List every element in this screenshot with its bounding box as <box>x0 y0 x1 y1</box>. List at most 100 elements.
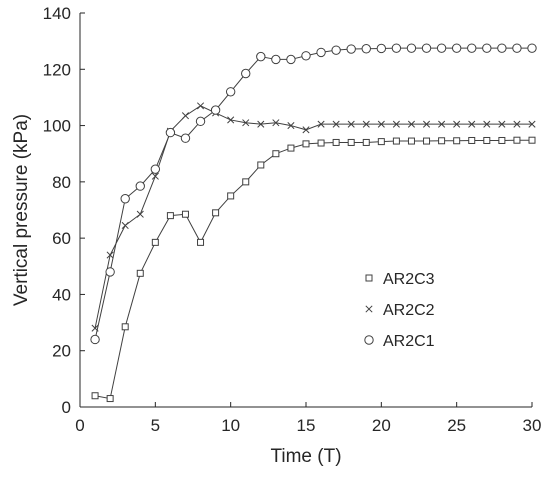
series-ar2c3 <box>91 136 536 403</box>
square-marker <box>272 150 280 158</box>
square-marker <box>528 136 536 144</box>
series-line <box>94 105 532 329</box>
square-marker <box>121 323 129 331</box>
square-marker <box>166 212 174 220</box>
circle-marker <box>150 164 161 174</box>
square-marker <box>407 137 415 145</box>
axes: 0 5 10 15 20 25 30 0 20 40 60 80 100 120 140 <box>43 4 542 435</box>
y-tick-label: 0 <box>62 398 71 417</box>
x-tick-label: 30 <box>523 416 542 435</box>
x-tick-label: 20 <box>372 416 391 435</box>
square-marker <box>151 238 159 246</box>
x-marker <box>302 126 310 134</box>
circle-marker <box>195 116 206 127</box>
x-marker <box>528 120 536 128</box>
circle-marker <box>361 44 371 54</box>
circle-marker <box>301 51 311 61</box>
x-marker <box>151 172 159 180</box>
y-tick-label: 140 <box>43 4 71 23</box>
x-tick-label: 10 <box>221 416 240 435</box>
legend-label: AR2C2 <box>383 302 435 319</box>
y-tick-label: 80 <box>52 173 71 192</box>
square-marker <box>212 209 220 217</box>
square-marker <box>181 210 189 218</box>
x-marker <box>392 120 400 128</box>
square-marker <box>227 192 235 200</box>
legend-label: AR2C3 <box>383 271 435 288</box>
square-marker <box>483 136 491 144</box>
x-marker <box>438 120 446 128</box>
y-tick-label: 60 <box>52 229 71 248</box>
square-marker <box>197 238 205 246</box>
square-marker <box>302 140 310 148</box>
x-marker <box>513 120 521 128</box>
legend-item-ar2c2: AR2C2 <box>365 302 435 319</box>
series-ar2c2 <box>91 102 536 332</box>
circle-marker <box>376 43 387 54</box>
circle-marker <box>90 334 100 345</box>
x-marker <box>227 116 235 124</box>
x-marker <box>242 119 250 127</box>
circle-marker <box>165 127 176 138</box>
circle-marker <box>286 54 296 65</box>
legend: AR2C3 AR2C2 AR2C1 <box>364 271 435 350</box>
x-marker <box>121 221 129 230</box>
x-axis-title: Time (T) <box>270 446 341 467</box>
circle-marker <box>316 47 326 58</box>
square-marker <box>365 274 373 282</box>
square-marker <box>317 139 325 147</box>
circle-marker <box>527 43 537 53</box>
square-marker <box>332 138 340 146</box>
square-marker <box>106 395 114 403</box>
x-marker <box>317 120 325 128</box>
x-marker <box>347 120 355 128</box>
series-ar2c1 <box>90 43 537 345</box>
circle-marker <box>120 194 130 204</box>
x-tick-label: 5 <box>151 416 160 435</box>
x-marker <box>332 120 340 128</box>
x-marker <box>498 120 506 128</box>
circle-marker <box>105 267 115 277</box>
y-tick-label: 20 <box>52 342 71 361</box>
x-marker <box>257 120 265 128</box>
x-marker <box>407 120 416 128</box>
circle-marker <box>180 133 191 143</box>
circle-marker <box>482 43 492 53</box>
x-marker <box>106 251 114 259</box>
x-marker <box>422 120 431 128</box>
square-marker <box>362 138 370 146</box>
circle-marker <box>391 43 402 53</box>
square-marker <box>257 161 265 169</box>
x-tick-label: 25 <box>447 416 466 435</box>
x-marker <box>483 120 491 128</box>
circle-marker <box>436 43 447 53</box>
x-marker <box>453 120 461 128</box>
square-marker <box>423 137 431 145</box>
square-marker <box>513 136 521 144</box>
x-marker <box>377 120 385 128</box>
square-marker <box>498 136 506 144</box>
circle-marker <box>331 45 341 55</box>
x-marker <box>362 120 370 128</box>
x-marker <box>196 102 205 110</box>
legend-item-ar2c3: AR2C3 <box>365 271 435 288</box>
x-marker <box>272 119 280 127</box>
legend-item-ar2c1: AR2C1 <box>364 333 435 350</box>
y-axis-title: Vertical pressure (kPa) <box>11 114 32 306</box>
y-tick-label: 40 <box>52 285 71 304</box>
circle-marker <box>210 105 221 115</box>
series-line <box>94 47 532 340</box>
x-marker <box>181 112 190 120</box>
circle-marker <box>421 43 432 53</box>
square-marker <box>91 392 99 400</box>
x-marker <box>287 122 295 130</box>
square-marker <box>136 269 144 277</box>
y-tick-label: 120 <box>43 60 71 79</box>
circle-marker <box>364 335 374 345</box>
x-tick-label: 15 <box>297 416 316 435</box>
series-line <box>94 139 532 400</box>
square-marker <box>347 138 355 146</box>
circle-marker <box>497 43 507 53</box>
